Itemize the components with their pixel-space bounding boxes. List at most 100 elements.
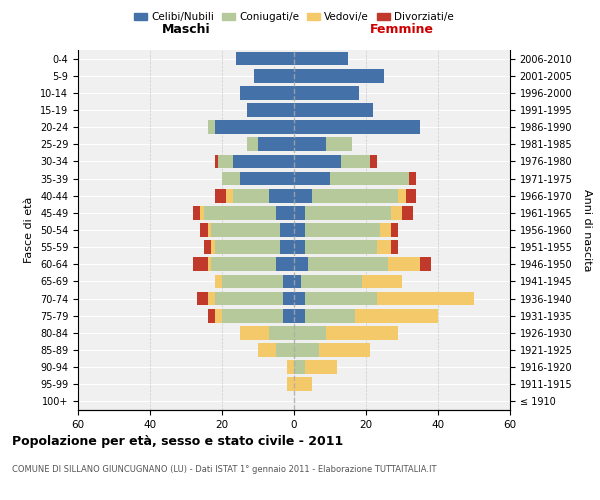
Bar	[215, 292, 283, 306]
Bar	[294, 120, 420, 134]
Bar	[294, 103, 373, 117]
Bar	[247, 138, 258, 151]
Bar	[218, 154, 233, 168]
Bar	[215, 274, 222, 288]
Bar	[391, 206, 402, 220]
Bar	[254, 69, 294, 82]
Bar	[294, 86, 359, 100]
Bar	[197, 292, 208, 306]
Bar	[305, 240, 377, 254]
Bar	[388, 258, 420, 271]
Bar	[294, 274, 301, 288]
Bar	[211, 258, 276, 271]
Bar	[326, 326, 398, 340]
Bar	[233, 154, 294, 168]
Bar	[215, 240, 280, 254]
Bar	[294, 309, 305, 322]
Bar	[301, 274, 362, 288]
Bar	[308, 258, 388, 271]
Bar	[294, 292, 305, 306]
Bar	[294, 360, 305, 374]
Bar	[247, 103, 294, 117]
Bar	[222, 274, 283, 288]
Bar	[258, 343, 276, 357]
Bar	[406, 189, 416, 202]
Bar	[222, 309, 283, 322]
Bar	[398, 189, 406, 202]
Bar	[294, 378, 312, 391]
Bar	[204, 240, 211, 254]
Bar	[305, 360, 337, 374]
Text: COMUNE DI SILLANO GIUNCUGNANO (LU) - Dati ISTAT 1° gennaio 2011 - Elaborazione T: COMUNE DI SILLANO GIUNCUGNANO (LU) - Dat…	[12, 465, 437, 474]
Bar	[276, 258, 294, 271]
Bar	[294, 189, 312, 202]
Bar	[280, 240, 294, 254]
Text: Femmine: Femmine	[370, 24, 434, 36]
Bar	[276, 343, 294, 357]
Bar	[294, 154, 341, 168]
Bar	[211, 240, 215, 254]
Bar	[377, 240, 391, 254]
Bar	[240, 172, 294, 185]
Text: Popolazione per età, sesso e stato civile - 2011: Popolazione per età, sesso e stato civil…	[12, 435, 343, 448]
Bar	[305, 223, 380, 237]
Bar	[294, 223, 305, 237]
Bar	[283, 309, 294, 322]
Bar	[370, 154, 377, 168]
Legend: Celibi/Nubili, Coniugati/e, Vedovi/e, Divorziati/e: Celibi/Nubili, Coniugati/e, Vedovi/e, Di…	[130, 8, 458, 26]
Bar	[341, 154, 370, 168]
Bar	[193, 258, 208, 271]
Bar	[377, 292, 474, 306]
Bar	[280, 223, 294, 237]
Bar	[215, 154, 218, 168]
Bar	[283, 292, 294, 306]
Bar	[294, 138, 326, 151]
Bar	[215, 309, 222, 322]
Bar	[326, 138, 352, 151]
Bar	[226, 189, 233, 202]
Bar	[294, 52, 348, 66]
Bar	[420, 258, 431, 271]
Bar	[391, 223, 398, 237]
Bar	[409, 172, 416, 185]
Bar	[276, 206, 294, 220]
Bar	[402, 206, 413, 220]
Bar	[294, 326, 326, 340]
Bar	[240, 326, 269, 340]
Bar	[283, 274, 294, 288]
Bar	[305, 292, 377, 306]
Bar	[208, 223, 211, 237]
Y-axis label: Anni di nascita: Anni di nascita	[582, 188, 592, 271]
Bar	[380, 223, 391, 237]
Bar	[294, 69, 384, 82]
Bar	[208, 292, 215, 306]
Bar	[319, 343, 370, 357]
Bar	[287, 378, 294, 391]
Text: Maschi: Maschi	[161, 24, 211, 36]
Bar	[269, 326, 294, 340]
Bar	[193, 206, 200, 220]
Bar	[287, 360, 294, 374]
Bar	[222, 172, 240, 185]
Bar	[200, 223, 208, 237]
Bar	[215, 189, 226, 202]
Bar	[236, 52, 294, 66]
Bar	[208, 258, 211, 271]
Bar	[294, 172, 330, 185]
Bar	[269, 189, 294, 202]
Bar	[312, 189, 398, 202]
Bar	[200, 206, 204, 220]
Bar	[362, 274, 402, 288]
Bar	[305, 309, 355, 322]
Bar	[215, 120, 294, 134]
Bar	[204, 206, 276, 220]
Bar	[355, 309, 438, 322]
Bar	[208, 120, 215, 134]
Bar	[208, 309, 215, 322]
Bar	[294, 343, 319, 357]
Bar	[391, 240, 398, 254]
Bar	[211, 223, 280, 237]
Bar	[294, 258, 308, 271]
Bar	[240, 86, 294, 100]
Bar	[233, 189, 269, 202]
